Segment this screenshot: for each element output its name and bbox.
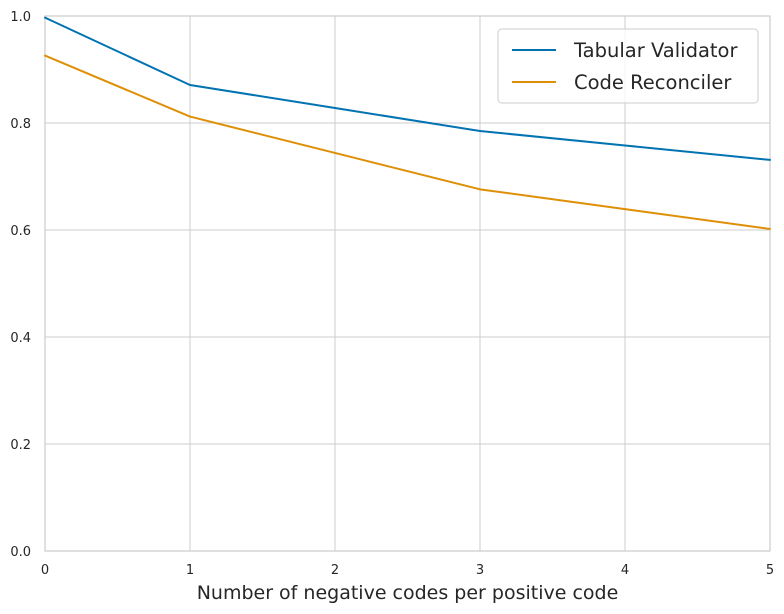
data-point-code-reconciler (479, 188, 481, 191)
data-point-code-reconciler (44, 54, 46, 57)
data-point-code-reconciler (189, 115, 191, 118)
legend: Tabular Validator Code Reconciler (497, 28, 759, 104)
x-tick-label: 1 (186, 563, 194, 578)
data-point-tabular-validator (334, 107, 336, 110)
y-tick-label: 1.0 (10, 10, 31, 25)
x-tick-label: 3 (476, 563, 484, 578)
x-tick-label: 0 (41, 563, 49, 578)
data-point-tabular-validator (189, 84, 191, 87)
series-line-code-reconciler (44, 54, 771, 230)
data-point-tabular-validator (624, 144, 626, 147)
y-tick-label: 0.4 (10, 331, 31, 346)
y-tick-label: 0.6 (10, 224, 31, 239)
x-tick-label: 5 (766, 563, 774, 578)
legend-frame (497, 28, 759, 104)
series-line-tabular-validator (44, 16, 771, 161)
legend-label-code-reconciler: Code Reconciler (574, 71, 732, 94)
data-point-tabular-validator (479, 130, 481, 133)
data-point-tabular-validator (769, 158, 771, 161)
legend-label-tabular-validator: Tabular Validator (573, 39, 738, 62)
data-series (44, 16, 771, 230)
data-point-tabular-validator (44, 16, 46, 19)
tick-labels: 0 1 2 3 4 5 0.0 0.2 0.4 0.6 0.8 1.0 (10, 10, 774, 578)
grid-lines (44, 15, 771, 552)
x-axis-label: Number of negative codes per positive co… (197, 582, 619, 604)
plot-frame (44, 15, 771, 552)
y-tick-label: 0.2 (10, 438, 31, 453)
axis-spines (44, 15, 771, 552)
data-point-code-reconciler (624, 208, 626, 211)
data-point-code-reconciler (334, 151, 336, 154)
plot-background (45, 16, 770, 551)
data-point-code-reconciler (769, 227, 771, 230)
x-tick-label: 2 (331, 563, 339, 578)
y-tick-label: 0.0 (10, 545, 31, 560)
x-tick-label: 4 (621, 563, 629, 578)
y-tick-label: 0.8 (10, 117, 31, 132)
